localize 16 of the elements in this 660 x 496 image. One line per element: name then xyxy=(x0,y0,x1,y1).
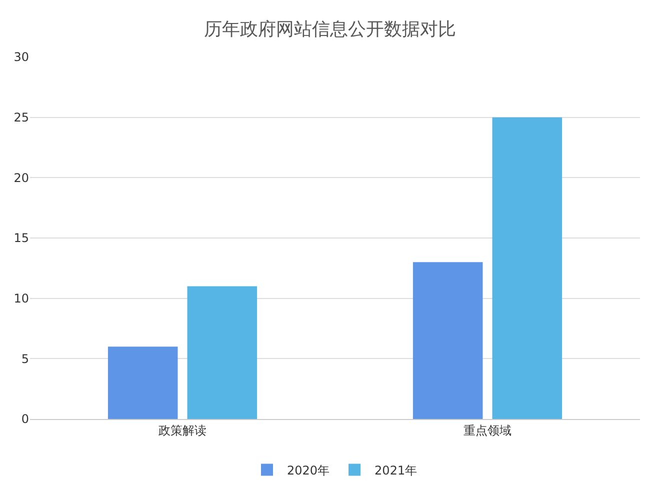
bar xyxy=(492,117,562,419)
y-tick-label: 30 xyxy=(14,50,29,64)
y-tick-label: 25 xyxy=(14,110,29,125)
y-tick-label: 10 xyxy=(14,292,29,306)
y-tick-label: 15 xyxy=(14,231,29,246)
x-tick-label: 重点领域 xyxy=(464,423,512,438)
legend-label: 2020年 xyxy=(287,463,330,478)
bar xyxy=(108,346,178,419)
y-tick-label: 5 xyxy=(21,352,29,366)
y-tick-label: 20 xyxy=(14,170,29,185)
bar xyxy=(187,286,258,419)
chart-title: 历年政府网站信息公开数据对比 xyxy=(204,18,456,40)
x-tick-label: 政策解读 xyxy=(158,423,206,438)
y-tick-label: 0 xyxy=(21,412,29,426)
legend-label: 2021年 xyxy=(374,463,418,478)
bar xyxy=(412,262,483,419)
